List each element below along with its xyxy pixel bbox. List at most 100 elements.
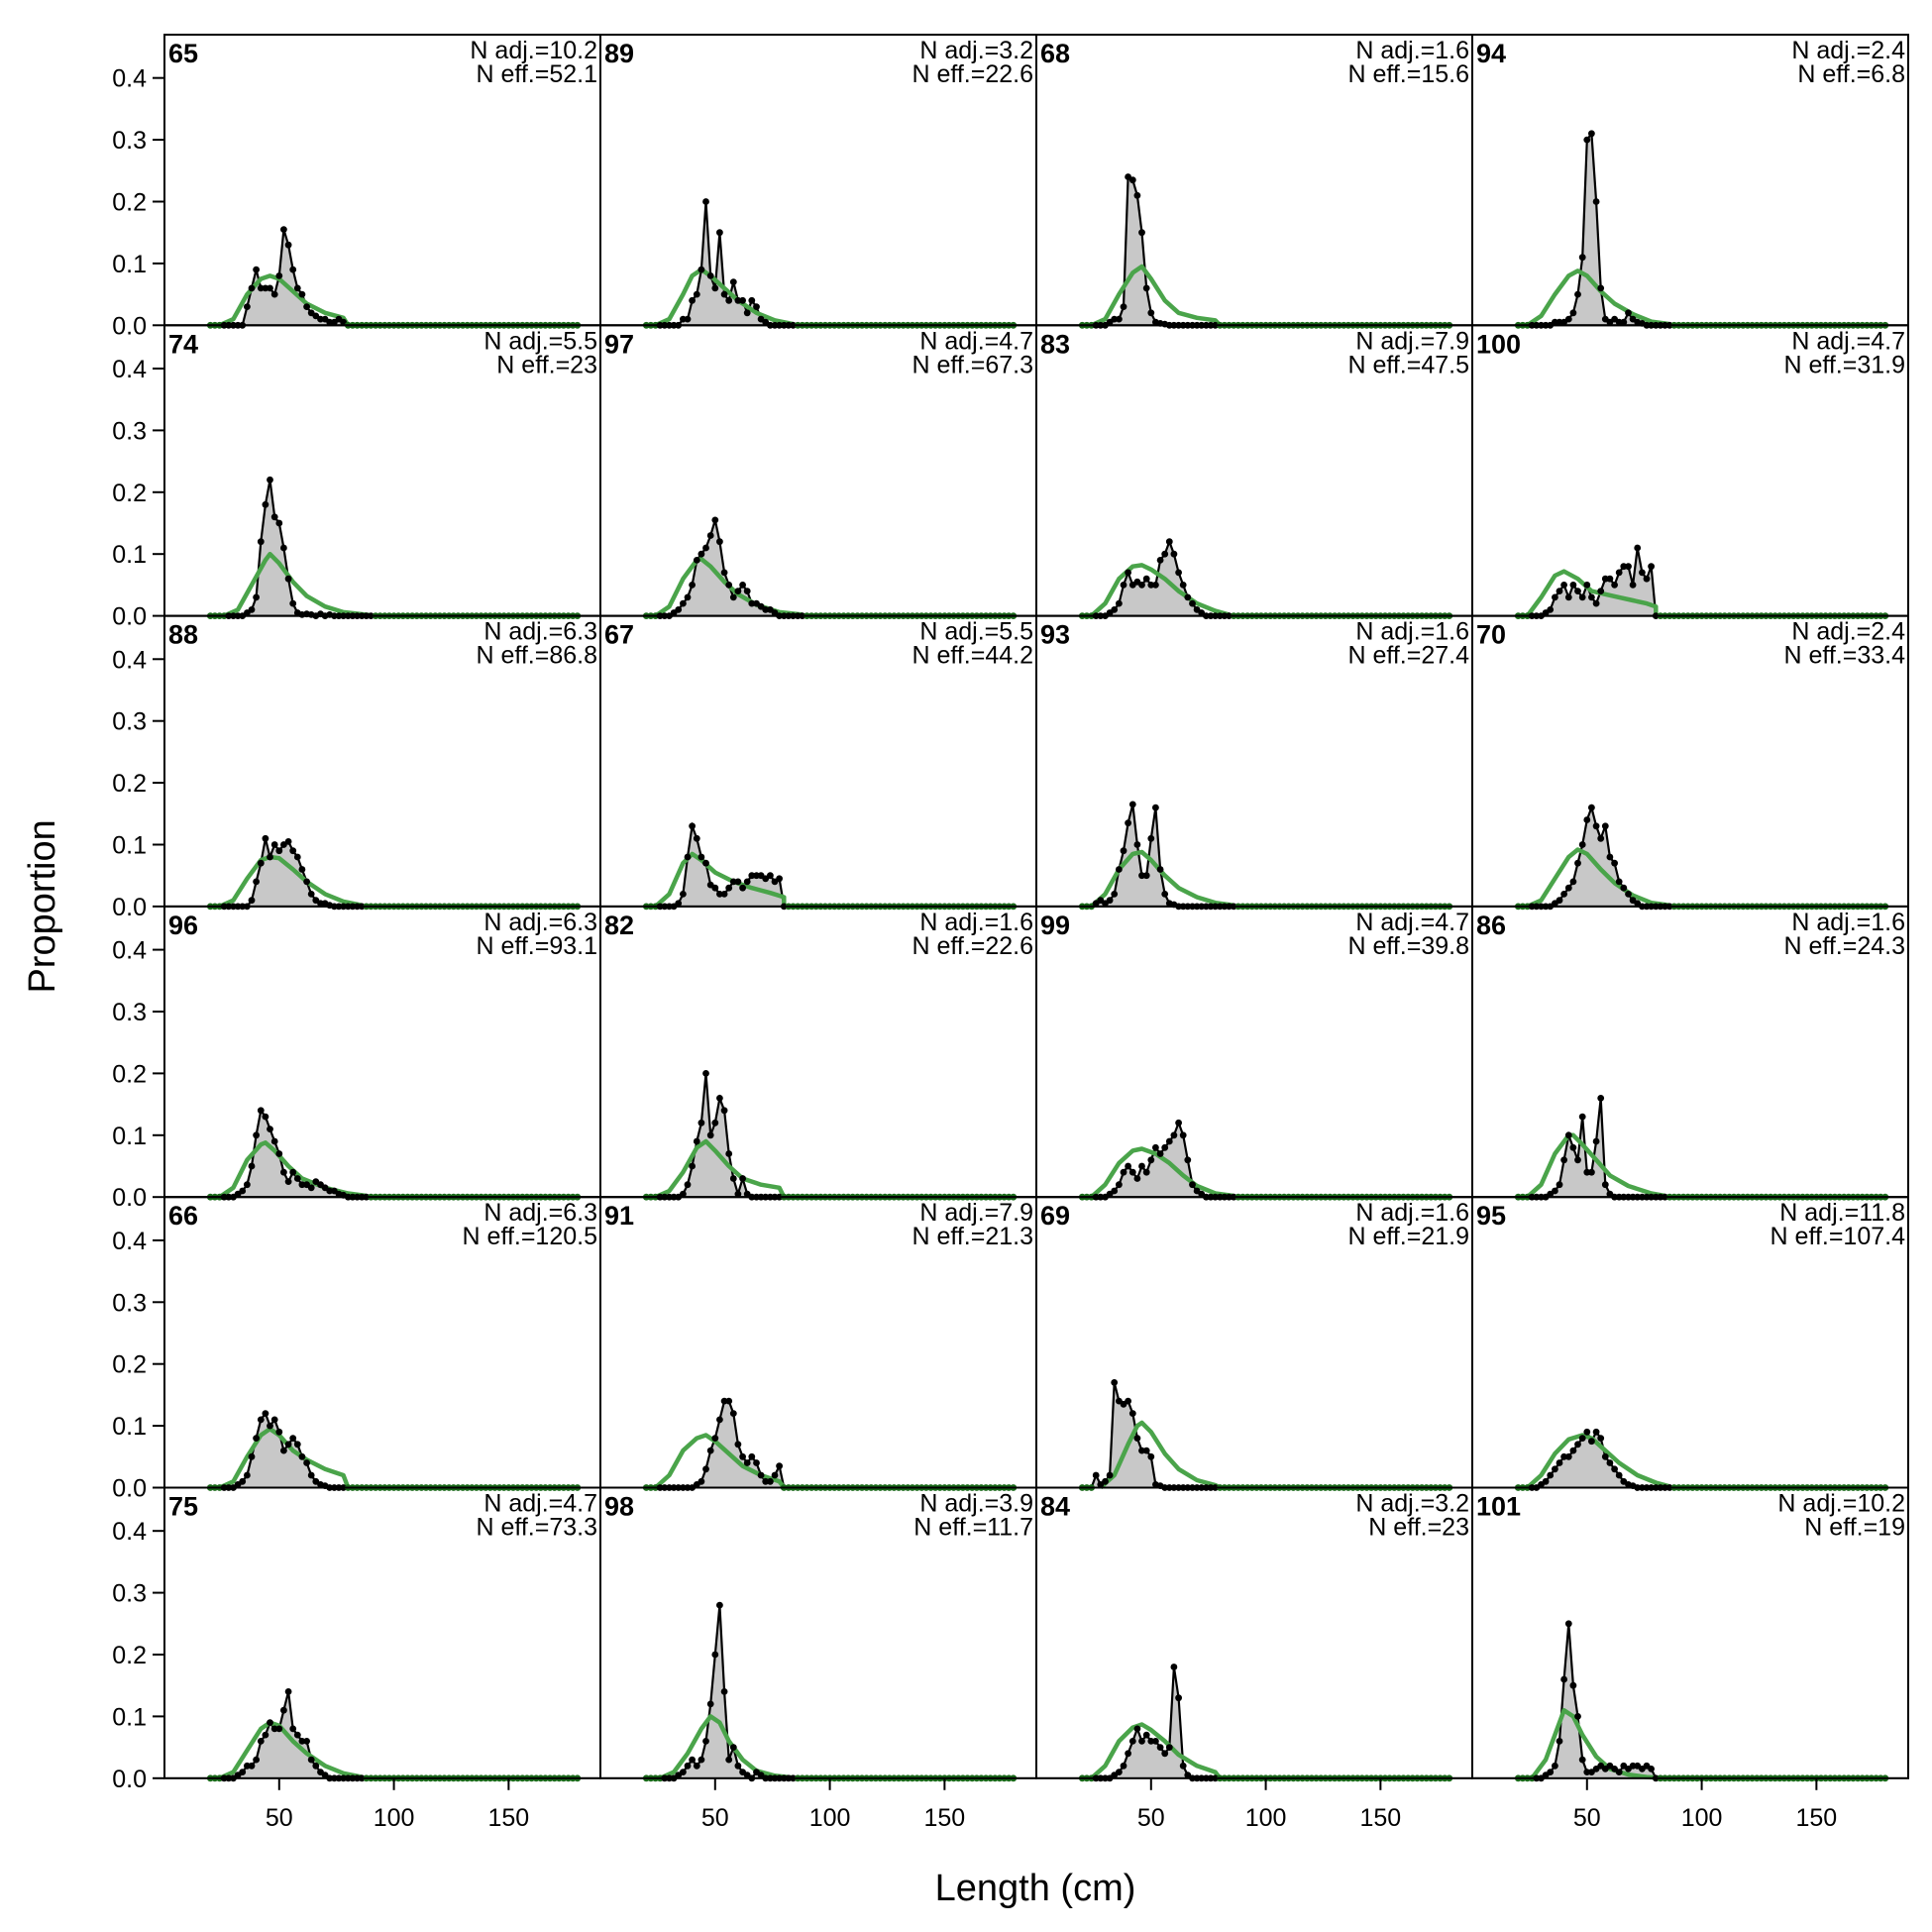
observed-point <box>748 599 756 607</box>
observed-fill <box>1518 1432 1885 1488</box>
observed-point <box>1625 891 1632 898</box>
x-tick-label: 50 <box>266 1804 293 1832</box>
panel-100: 100 N adj.=4.7N eff.=31.9 <box>1471 324 1909 619</box>
observed-point <box>307 1184 315 1192</box>
observed-point <box>748 296 756 304</box>
observed-point <box>1569 1447 1577 1454</box>
observed-point <box>684 593 692 601</box>
observed-point <box>1556 1738 1563 1745</box>
observed-point <box>284 1688 292 1695</box>
observed-point <box>1560 1452 1567 1460</box>
observed-point <box>1615 1769 1623 1775</box>
observed-point <box>275 1150 283 1157</box>
observed-point <box>257 859 265 867</box>
observed-point <box>702 1070 709 1077</box>
observed-point <box>1128 801 1136 808</box>
observed-point <box>289 1725 297 1733</box>
observed-point <box>262 500 269 508</box>
observed-point <box>1620 318 1628 326</box>
x-tick-label: 100 <box>374 1804 415 1832</box>
y-tick-label: 0.4 <box>112 1228 147 1255</box>
observed-point <box>729 1744 737 1751</box>
observed-point <box>1142 575 1150 583</box>
observed-point <box>1564 1620 1572 1628</box>
observed-point <box>1142 284 1150 292</box>
observed-point <box>1592 1137 1600 1145</box>
observed-point <box>248 897 256 905</box>
observed-point <box>1574 290 1581 298</box>
observed-point <box>1161 891 1169 898</box>
observed-point <box>1175 569 1182 577</box>
observed-point <box>280 1168 287 1176</box>
observed-fill <box>1518 548 1885 616</box>
observed-point <box>293 1731 301 1739</box>
panel-96: 96 N adj.=6.3N eff.=93.1 <box>163 905 601 1201</box>
observed-point <box>262 834 269 842</box>
observed-fill <box>646 201 1014 326</box>
observed-point <box>702 544 709 552</box>
observed-point <box>693 1762 700 1770</box>
observed-point <box>1597 1435 1605 1442</box>
observed-point <box>1147 1452 1155 1460</box>
observed-point <box>303 303 310 310</box>
observed-point <box>1128 1410 1136 1417</box>
observed-point <box>725 884 733 892</box>
observed-point <box>1125 1162 1131 1170</box>
observed-point <box>1125 1750 1131 1758</box>
n-adj-text: N adj.=4.7 <box>1355 909 1469 936</box>
observed-point <box>1138 582 1145 589</box>
n-adj-text: N adj.=6.3 <box>483 618 597 646</box>
observed-point <box>743 309 751 317</box>
observed-point <box>702 1738 709 1745</box>
n-adj-text: N adj.=6.3 <box>483 1199 597 1227</box>
x-tick-label: 50 <box>1573 1804 1601 1832</box>
observed-point <box>1592 822 1600 830</box>
y-tick-label: 0.1 <box>112 541 147 569</box>
axes-layer: 0.0 0.1 0.2 0.3 0.4 0.0 0.1 0.2 0.3 0.4 0.0 0.1 0.2 0… <box>112 65 1837 1832</box>
observed-point <box>1556 1459 1563 1466</box>
n-eff-text: N eff.=31.9 <box>1783 351 1905 378</box>
y-tick-label: 0.3 <box>112 1289 147 1317</box>
observed-point <box>1611 1465 1618 1473</box>
expected-line <box>1099 1420 1222 1490</box>
observed-point <box>762 606 770 613</box>
observed-point <box>303 878 310 886</box>
observed-point <box>257 1416 265 1424</box>
observed-point <box>1179 1131 1187 1139</box>
observed-point <box>1128 1168 1136 1176</box>
x-tick-label: 100 <box>1681 1804 1723 1832</box>
observed-point <box>1583 1428 1591 1436</box>
n-adj-text: N adj.=7.9 <box>1355 327 1469 355</box>
observed-point <box>711 1651 719 1659</box>
observed-point <box>702 198 709 205</box>
observed-point <box>1156 1150 1164 1157</box>
expected-line <box>1090 849 1234 909</box>
n-eff-text: N eff.=27.4 <box>1347 642 1469 670</box>
observed-fill <box>1082 541 1449 616</box>
observed-point <box>720 891 728 898</box>
y-tick-label: 0.0 <box>112 1184 147 1212</box>
expected-line <box>1090 563 1231 618</box>
observed-point <box>1128 176 1136 184</box>
n-eff-text: N eff.=107.4 <box>1771 1223 1906 1250</box>
observed-point <box>675 606 683 613</box>
observed-point <box>1578 1435 1586 1442</box>
observed-point <box>267 853 273 861</box>
observed-point <box>248 1162 256 1170</box>
observed-point <box>743 1459 751 1466</box>
observed-point <box>298 1181 306 1189</box>
observed-point <box>1142 1731 1150 1739</box>
y-tick-label: 0.3 <box>112 1580 147 1608</box>
observed-point <box>253 1756 260 1764</box>
observed-point <box>275 519 283 527</box>
n-eff-text: N eff.=19 <box>1804 1514 1905 1542</box>
observed-point <box>767 872 774 880</box>
observed-point <box>776 1462 783 1470</box>
observed-point <box>303 1738 310 1745</box>
observed-point <box>262 1410 269 1417</box>
observed-point <box>748 1452 756 1460</box>
panel-label: 65 <box>168 39 198 68</box>
observed-point <box>1560 582 1567 589</box>
n-adj-text: N adj.=4.7 <box>919 327 1033 355</box>
